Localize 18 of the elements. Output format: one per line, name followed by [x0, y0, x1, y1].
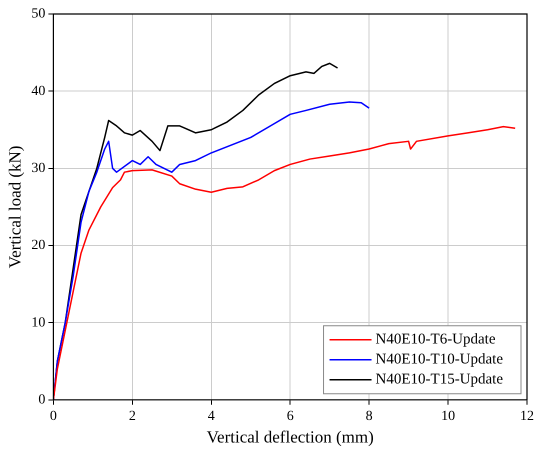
y-axis-title: Vertical load (kN)	[6, 146, 25, 268]
x-tick-label: 2	[128, 408, 136, 424]
x-tick-label: 6	[286, 408, 294, 424]
x-tick-label: 4	[208, 408, 215, 424]
legend-label: N40E10-T15-Update	[376, 372, 504, 388]
x-tick-label: 0	[50, 408, 57, 424]
y-tick-label: 20	[31, 238, 46, 254]
x-tick-label: 8	[366, 408, 373, 424]
legend-label: N40E10-T10-Update	[376, 352, 504, 368]
y-tick-label: 40	[31, 84, 46, 99]
y-tick-label: 50	[31, 6, 46, 22]
x-axis-title: Vertical deflection (mm)	[206, 427, 374, 446]
y-tick-label: 30	[31, 160, 46, 176]
y-tick-label: 10	[31, 315, 46, 330]
y-tick-label: 0	[38, 392, 46, 408]
x-tick-label: 12	[520, 408, 534, 424]
legend-label: N40E10-T6-Update	[376, 332, 496, 348]
x-tick-label: 10	[441, 408, 456, 424]
